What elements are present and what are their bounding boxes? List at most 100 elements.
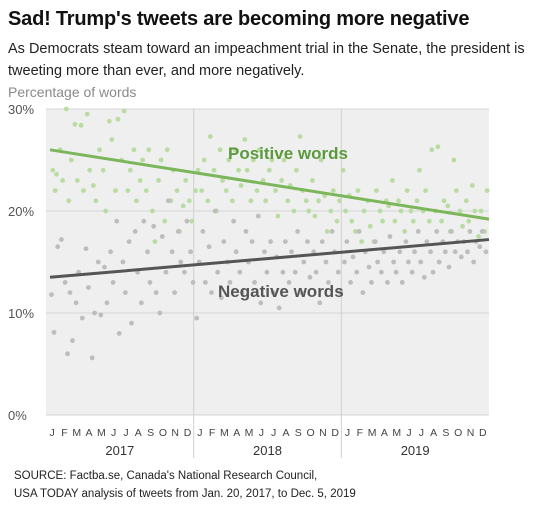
data-point xyxy=(145,249,150,255)
data-point xyxy=(199,188,205,194)
data-point xyxy=(157,310,163,316)
data-point xyxy=(393,269,399,275)
data-point xyxy=(338,290,344,295)
data-point xyxy=(463,198,469,204)
data-point xyxy=(95,259,101,265)
data-point xyxy=(218,295,224,301)
data-point xyxy=(63,106,69,112)
y-tick-label: 10% xyxy=(8,306,34,321)
data-point xyxy=(306,208,312,214)
data-point xyxy=(324,229,330,234)
data-point xyxy=(146,147,152,153)
data-point xyxy=(93,198,99,204)
data-point xyxy=(458,254,464,260)
data-point xyxy=(285,198,291,204)
x-year-label: 2018 xyxy=(253,443,282,458)
x-year-label: 2017 xyxy=(105,443,134,458)
data-point xyxy=(70,338,75,343)
data-point xyxy=(374,188,379,194)
data-point xyxy=(343,208,349,214)
data-points xyxy=(49,106,490,361)
data-point xyxy=(399,280,405,285)
data-point xyxy=(477,244,483,250)
data-point xyxy=(310,178,315,183)
data-point xyxy=(316,198,321,204)
data-point xyxy=(193,188,198,194)
data-point xyxy=(263,198,269,204)
data-point xyxy=(375,259,381,265)
data-point xyxy=(237,269,243,275)
data-point xyxy=(434,229,440,234)
data-point xyxy=(250,157,256,163)
data-point xyxy=(242,137,248,143)
data-point xyxy=(348,280,353,285)
data-point xyxy=(279,178,285,183)
data-point xyxy=(311,249,317,255)
x-tick-label: S xyxy=(147,427,154,439)
data-point xyxy=(65,351,70,357)
data-point xyxy=(449,229,454,234)
x-tick-label: O xyxy=(454,427,462,439)
data-point xyxy=(227,280,233,285)
data-point xyxy=(207,134,213,139)
data-point xyxy=(403,239,409,245)
data-point xyxy=(254,188,260,194)
data-point xyxy=(58,237,64,242)
data-point xyxy=(335,269,341,275)
data-point xyxy=(342,259,347,265)
data-point xyxy=(398,208,404,214)
data-point xyxy=(415,229,421,234)
data-point xyxy=(453,188,459,194)
data-point xyxy=(164,147,170,153)
x-tick-label: N xyxy=(319,427,327,439)
x-tick-label: M xyxy=(368,427,377,439)
data-point xyxy=(404,188,410,194)
x-tick-label: F xyxy=(61,427,67,439)
data-point xyxy=(115,116,121,122)
data-point xyxy=(380,218,385,224)
data-point xyxy=(182,269,187,275)
data-point xyxy=(361,208,367,214)
data-point xyxy=(113,188,118,194)
data-point xyxy=(264,269,270,275)
data-point xyxy=(98,312,104,318)
data-point xyxy=(156,178,161,183)
x-tick-label: A xyxy=(282,427,289,439)
x-tick-label: M xyxy=(72,427,81,439)
data-point xyxy=(49,292,54,298)
x-tick-label: M xyxy=(245,427,254,439)
data-point xyxy=(195,167,201,173)
data-point xyxy=(472,208,478,214)
x-tick-label: M xyxy=(220,427,229,439)
data-point xyxy=(312,213,318,219)
y-axis-label: Percentage of words xyxy=(8,84,137,100)
data-point xyxy=(469,183,475,188)
data-point xyxy=(471,259,477,265)
y-tick-label: 0% xyxy=(8,408,27,423)
x-tick-label: D xyxy=(184,427,192,439)
data-point xyxy=(391,259,397,265)
data-point xyxy=(175,229,181,234)
data-point xyxy=(166,198,171,204)
data-point xyxy=(243,229,249,234)
data-point xyxy=(298,290,304,295)
data-point xyxy=(238,183,244,188)
data-point xyxy=(73,300,79,306)
data-point xyxy=(252,280,257,285)
data-point xyxy=(50,167,56,173)
data-point xyxy=(211,167,217,173)
data-point xyxy=(249,239,255,245)
data-point xyxy=(60,178,66,183)
trend-line xyxy=(49,238,490,279)
x-tick-label: J xyxy=(123,427,128,439)
data-point xyxy=(460,223,465,229)
data-point xyxy=(174,188,180,194)
data-point xyxy=(151,223,157,229)
data-point xyxy=(295,229,301,234)
data-point xyxy=(244,167,250,173)
data-point xyxy=(89,355,95,361)
data-point xyxy=(215,269,221,275)
data-point xyxy=(452,249,458,255)
data-point xyxy=(289,249,294,255)
data-point xyxy=(122,290,128,295)
